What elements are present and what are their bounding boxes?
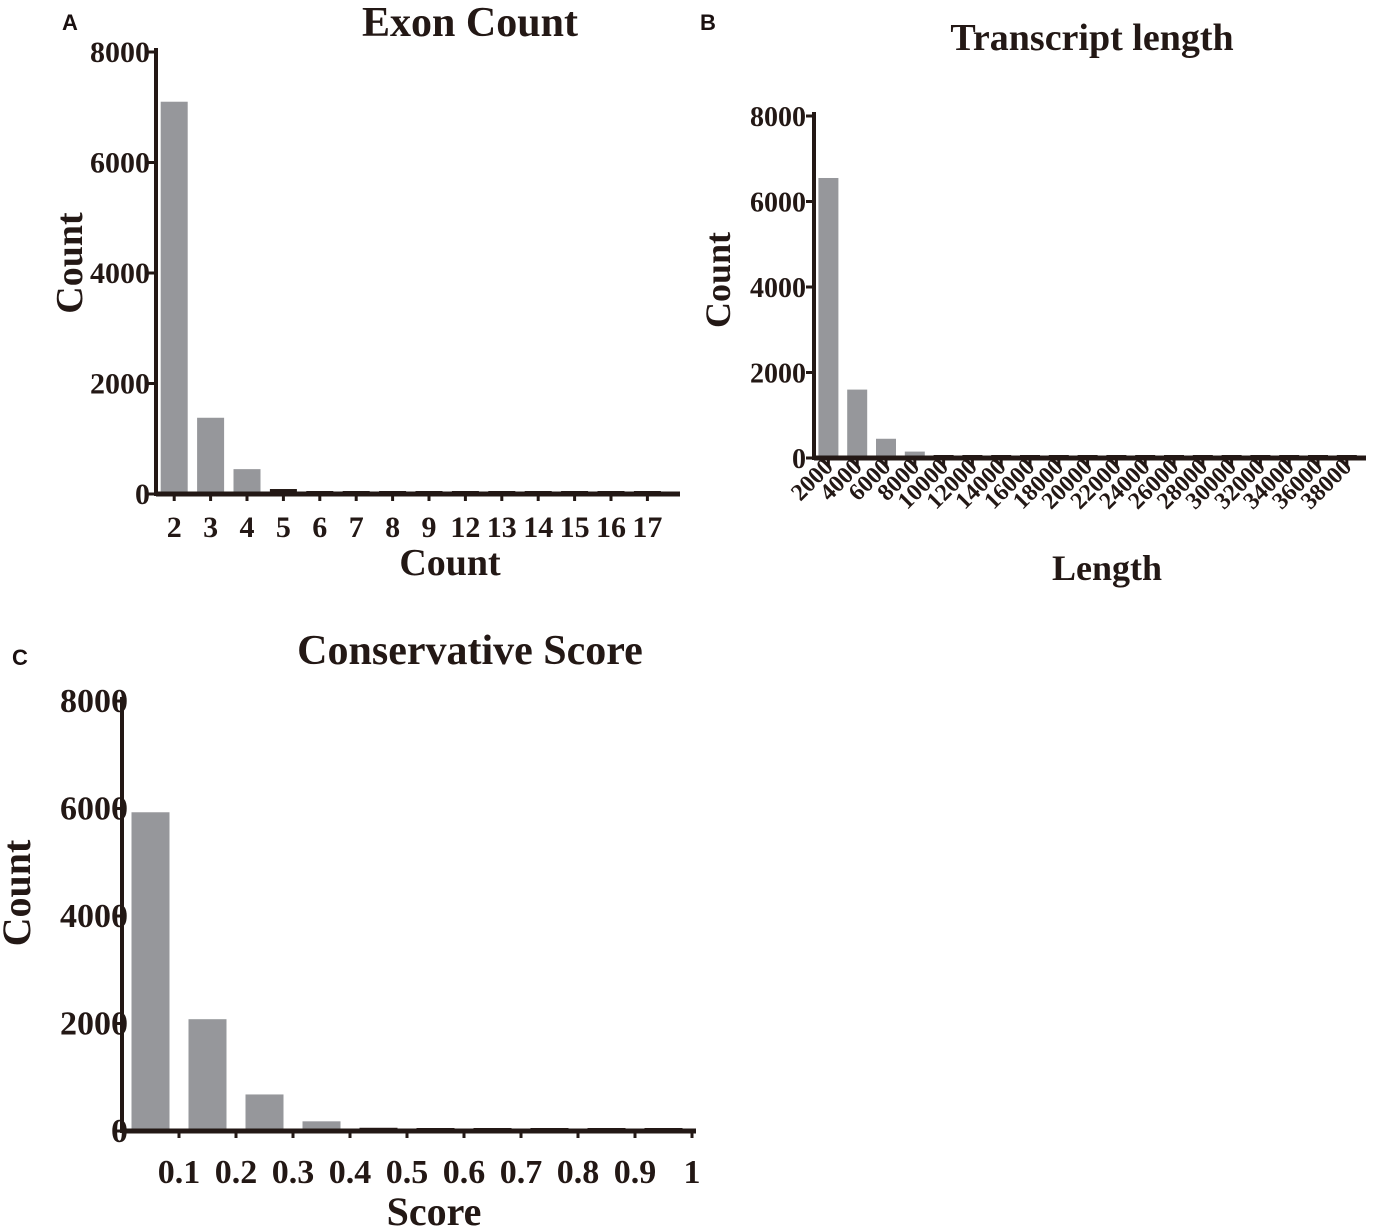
x-tick-label: 16 xyxy=(596,511,626,544)
x-tick-label: 1 xyxy=(684,1154,701,1191)
bar xyxy=(131,812,170,1131)
x-tick-label: 0.4 xyxy=(329,1154,372,1191)
bar xyxy=(302,1121,341,1131)
y-tick-label: 6000 xyxy=(60,791,128,828)
panel-b: B Transcript length0200040006000800020004… xyxy=(698,10,1366,588)
y-tick-label: 8000 xyxy=(750,102,806,133)
chart-title: Conservative Score xyxy=(297,628,643,674)
bar xyxy=(818,177,839,459)
y-tick-label: 4000 xyxy=(750,273,806,304)
bar xyxy=(876,438,896,458)
panel-letter: B xyxy=(700,10,716,35)
y-axis-label: Count xyxy=(698,232,738,328)
x-tick-label: 0.2 xyxy=(215,1154,258,1191)
panel-letter: A xyxy=(62,10,78,35)
bar xyxy=(160,101,188,494)
x-tick-label: 6 xyxy=(312,511,327,544)
y-tick-label: 8000 xyxy=(90,36,150,69)
x-tick-label: 0.5 xyxy=(386,1154,429,1191)
x-tick-label: 3 xyxy=(203,511,218,544)
bar xyxy=(245,1094,284,1131)
bar xyxy=(188,1019,227,1131)
x-tick-label: 8 xyxy=(385,511,400,544)
x-tick-label: 9 xyxy=(422,511,437,544)
x-tick-label: 2 xyxy=(167,511,182,544)
x-tick-label: 0.7 xyxy=(500,1154,543,1191)
x-axis-label: Score xyxy=(387,1189,482,1229)
x-tick-label: 13 xyxy=(487,511,517,544)
x-tick-label: 0.6 xyxy=(443,1154,486,1191)
y-tick-label: 2000 xyxy=(60,1006,128,1043)
bar xyxy=(847,389,868,458)
panel-letter: C xyxy=(12,645,28,670)
chart-title: Exon Count xyxy=(362,0,578,46)
y-tick-label: 4000 xyxy=(90,257,150,290)
y-tick-label: 0 xyxy=(135,478,150,511)
bar xyxy=(197,417,225,494)
panel-a: A Exon Count 0 2000 4000 6000 8000 2 3 4 5 6 7 8 9 12 13… xyxy=(49,0,680,584)
x-axis-label: Count xyxy=(399,542,501,584)
y-axis-label: Count xyxy=(0,839,39,946)
y-tick-label: 2000 xyxy=(750,359,806,390)
x-tick-label: 0.9 xyxy=(614,1154,657,1191)
bar xyxy=(904,451,925,458)
y-axis-label: Count xyxy=(49,212,91,314)
x-tick-label: 14 xyxy=(523,511,553,544)
x-tick-label: 17 xyxy=(632,511,662,544)
x-tick-label: 15 xyxy=(560,511,590,544)
chart-title: Transcript length xyxy=(950,17,1233,59)
x-tick-label: 5 xyxy=(276,511,291,544)
x-tick-label: 4 xyxy=(240,511,255,544)
y-tick-label: 6000 xyxy=(750,188,806,219)
y-tick-label: 4000 xyxy=(60,898,128,935)
x-tick-label: 12 xyxy=(450,511,480,544)
y-tick-label: 2000 xyxy=(90,368,150,401)
x-tick-label: 0.3 xyxy=(272,1154,315,1191)
x-axis-label: Length xyxy=(1052,548,1162,588)
y-tick-label: 8000 xyxy=(60,683,128,720)
x-tick-label: 0.1 xyxy=(158,1154,201,1191)
y-tick-label: 6000 xyxy=(90,147,150,180)
x-tick-label: 0.8 xyxy=(557,1154,600,1191)
y-tick-label: 0 xyxy=(792,444,806,475)
bar xyxy=(233,469,261,494)
panel-c: C Conservative Score 0 2000 4000 6000 8000 0.1 0… xyxy=(0,628,701,1229)
y-tick-label: 0 xyxy=(111,1113,128,1150)
x-tick-label: 7 xyxy=(349,511,364,544)
